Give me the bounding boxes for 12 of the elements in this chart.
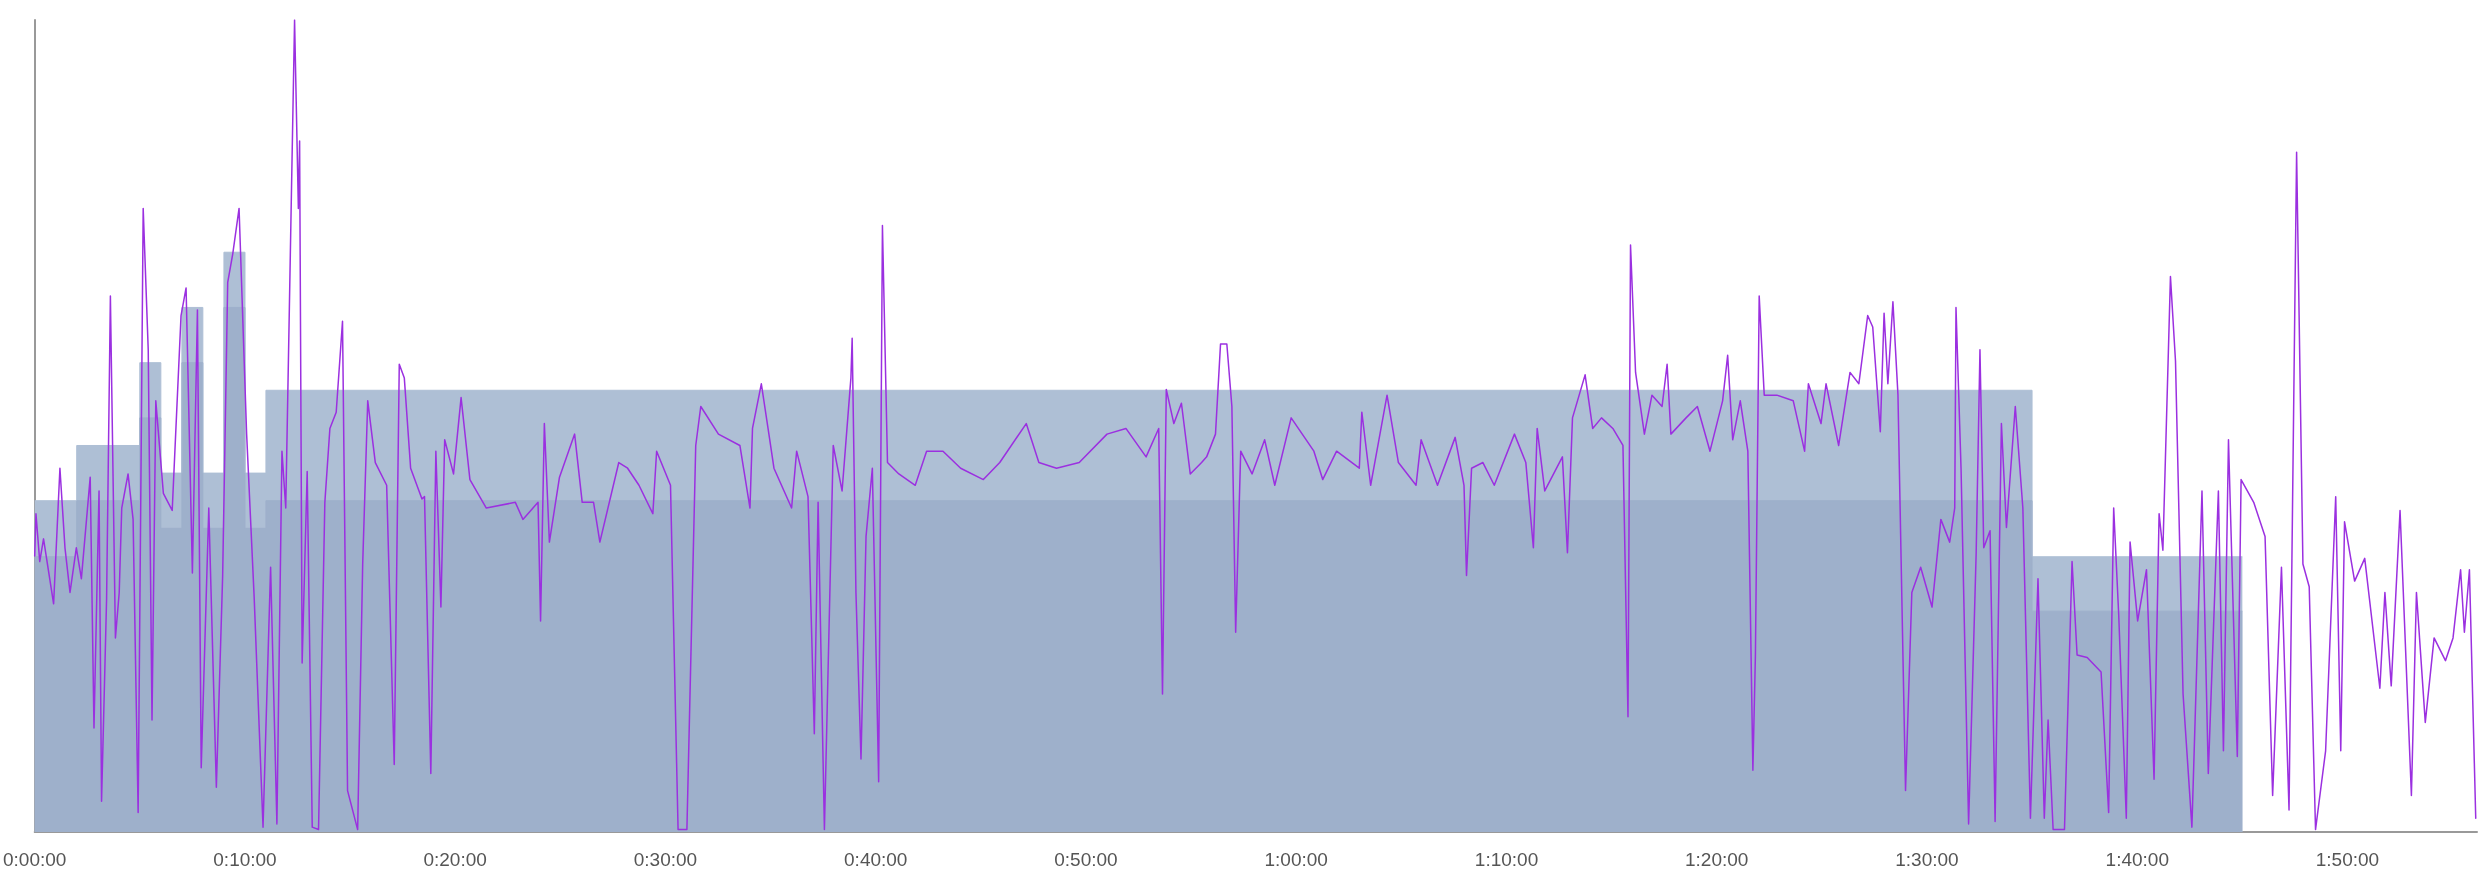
x-tick-label: 1:30:00	[1895, 849, 1959, 870]
x-tick-label: 1:40:00	[2105, 849, 2169, 870]
x-tick-label: 0:00:00	[2, 849, 67, 870]
x-tick-label: 1:50:00	[2315, 849, 2380, 870]
x-tick-label: 1:00:00	[1264, 849, 1328, 870]
x-tick-label: 1:20:00	[1684, 849, 1749, 870]
x-tick-label: 0:10:00	[213, 849, 277, 870]
x-tick-label: 1:10:00	[1474, 849, 1539, 870]
x-tick-label: 0:40:00	[844, 849, 908, 870]
x-tick-label: 0:20:00	[423, 849, 487, 870]
x-tick-label: 0:30:00	[633, 849, 698, 870]
x-tick-label: 0:50:00	[1054, 849, 1118, 870]
